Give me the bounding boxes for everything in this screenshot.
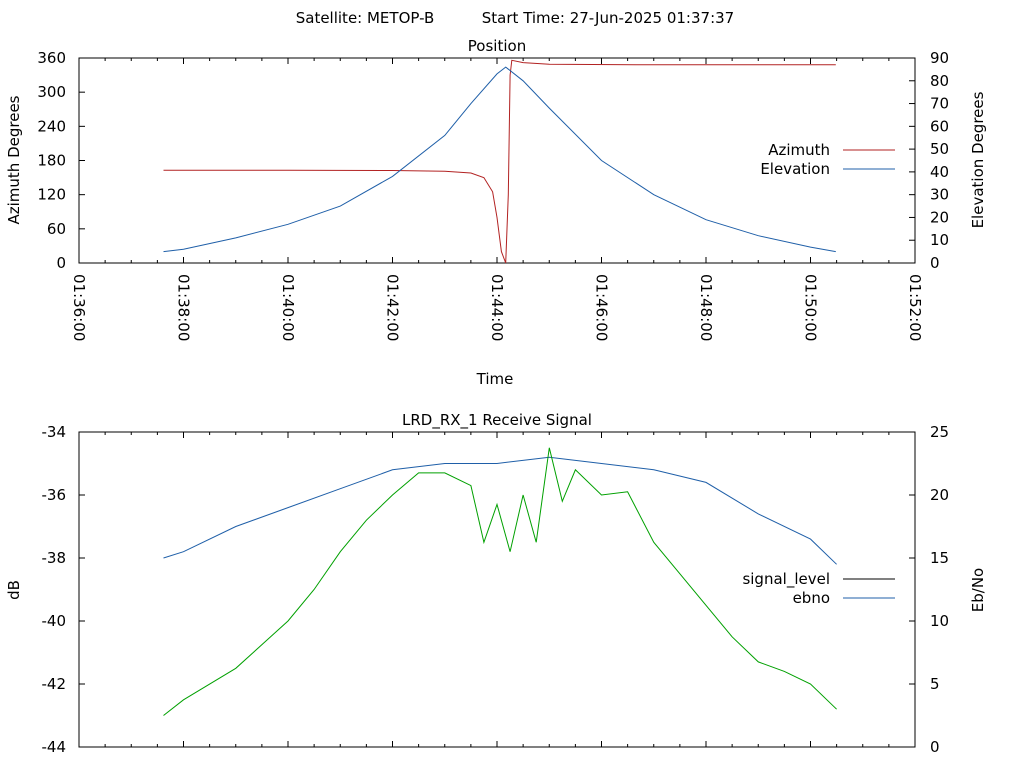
legend-label-ebno: ebno: [793, 589, 830, 607]
position-y2-axis-label: Elevation Degrees: [969, 91, 987, 228]
legend-label-Elevation: Elevation: [760, 160, 830, 178]
y2-tick-label: 40: [930, 163, 949, 181]
y2-tick-label: 30: [930, 186, 949, 204]
y-tick-label: 360: [37, 49, 66, 67]
y2-tick-label: 50: [930, 140, 949, 158]
y-tick-label: -40: [42, 612, 67, 630]
y2-tick-label: 90: [930, 49, 949, 67]
y-tick-label: 0: [56, 254, 66, 272]
y-tick-label: 180: [37, 152, 66, 170]
series-line-trace-2: [163, 447, 837, 716]
series-line-ebno: [163, 456, 837, 565]
x-tick-label: 01:52:00: [906, 274, 924, 341]
receive-signal-chart-title: LRD_RX_1 Receive Signal: [402, 411, 592, 430]
x-tick-label: 01:44:00: [488, 274, 506, 341]
position-y-axis-label: Azimuth Degrees: [5, 95, 23, 224]
y2-tick-label: 80: [930, 72, 949, 90]
legend-label-Azimuth: Azimuth: [768, 141, 830, 159]
legend-label-signal_level: signal_level: [742, 570, 830, 589]
x-tick-label: 01:46:00: [593, 274, 611, 341]
y-tick-label: -44: [42, 738, 67, 756]
y2-tick-label: 20: [930, 486, 949, 504]
y-tick-label: -38: [42, 549, 67, 567]
y-tick-label: -34: [42, 423, 67, 441]
x-tick-label: 01:50:00: [802, 274, 820, 341]
series-line-Azimuth: [163, 59, 836, 264]
y-tick-label: 300: [37, 83, 66, 101]
y-tick-label: 120: [37, 186, 66, 204]
x-tick-label: 01:40:00: [279, 274, 297, 341]
y2-tick-label: 10: [930, 612, 949, 630]
y-tick-label: 60: [47, 220, 66, 238]
y-tick-label: -36: [42, 486, 67, 504]
y2-tick-label: 20: [930, 208, 949, 226]
y2-tick-label: 70: [930, 95, 949, 113]
y2-tick-label: 60: [930, 117, 949, 135]
receive-signal-plot-frame: [78, 431, 916, 748]
y-tick-label: -42: [42, 675, 67, 693]
position-chart: Position Azimuth Degrees Elevation Degre…: [5, 37, 987, 388]
x-tick-label: 01:48:00: [697, 274, 715, 341]
x-tick-label: 01:38:00: [175, 274, 193, 341]
receive-signal-y2-axis-label: Eb/No: [969, 568, 987, 612]
satellite-label: Satellite: METOP-B: [296, 9, 435, 27]
y2-tick-label: 10: [930, 231, 949, 249]
start-time-label: Start Time: 27-Jun-2025 01:37:37: [482, 9, 734, 27]
series-line-Elevation: [163, 66, 836, 253]
y2-tick-label: 0: [930, 738, 940, 756]
y2-tick-label: 0: [930, 254, 940, 272]
x-tick-label: 01:42:00: [384, 274, 402, 341]
position-chart-title: Position: [468, 37, 526, 55]
position-x-axis-label: Time: [476, 370, 514, 388]
receive-signal-y-axis-label: dB: [5, 580, 23, 600]
y2-tick-label: 25: [930, 423, 949, 441]
y2-tick-label: 5: [930, 675, 940, 693]
y-tick-label: 240: [37, 117, 66, 135]
y2-tick-label: 15: [930, 549, 949, 567]
x-tick-label: 01:36:00: [70, 274, 88, 341]
receive-signal-chart: LRD_RX_1 Receive Signal dB Eb/No -34 -36 -…: [5, 411, 987, 756]
